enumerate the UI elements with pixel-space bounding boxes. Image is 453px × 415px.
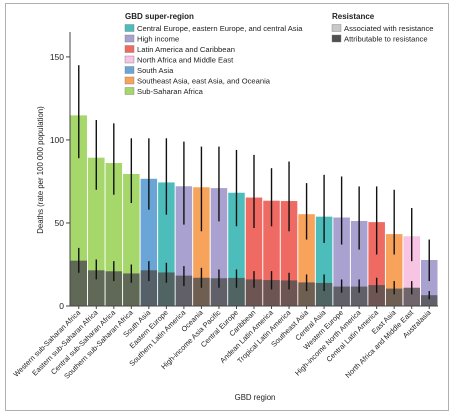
y-tick-label-4: 150 <box>50 52 64 62</box>
bar-associated-13 <box>280 201 298 306</box>
legend-label-super-region-1: Central Europe, eastern Europe, and cent… <box>137 24 303 33</box>
bar-associated-3 <box>105 163 123 306</box>
legend-swatch-super-region-5 <box>124 66 135 74</box>
legend-label-super-region-7: Sub-Saharan Africa <box>137 87 204 96</box>
bar-attributable-1 <box>70 260 88 306</box>
x-axis-title: GBD region <box>235 393 276 402</box>
error-bars-layer <box>78 65 430 300</box>
bar-associated-11 <box>245 197 263 306</box>
legend-label-super-region-5: South Asia <box>137 66 174 75</box>
legend-label-super-region-3: Latin America and Caribbean <box>137 45 235 54</box>
y-tick-label-3: 100 <box>50 135 64 145</box>
deaths-bar-chart: 0 50 100 150 Western sub-Saharan AfricaEast… <box>11 12 438 402</box>
bar-associated-21 <box>420 260 438 306</box>
bar-associated-19 <box>385 234 403 306</box>
bar-attributable-5 <box>140 270 158 306</box>
bar-attributable-18 <box>368 285 385 306</box>
legend-swatch-super-region-4 <box>124 55 135 64</box>
legend-resistance-title: Resistance <box>332 12 375 21</box>
y-ticks-layer: 0 50 100 150 <box>50 52 70 311</box>
bar-associated-16 <box>333 217 350 306</box>
chart-frame: 0 50 100 150 Western sub-Saharan Africa East… <box>5 3 449 411</box>
legend-swatch-super-region-2 <box>124 34 135 43</box>
legend-super-region-title: GBD super-region <box>125 12 194 21</box>
bar-attributable-12 <box>263 280 280 306</box>
bar-attributable-6 <box>158 272 175 306</box>
bar-attributable-4 <box>123 273 140 306</box>
bar-associated-10 <box>228 192 245 306</box>
legend-swatch-resistance-2 <box>331 34 342 43</box>
bar-attributable-20 <box>403 287 420 306</box>
bar-attributable-21 <box>420 295 438 306</box>
bar-attributable-8 <box>193 277 210 306</box>
legend-label-super-region-4: North Africa and Middle East <box>137 55 234 64</box>
bar-associated-17 <box>350 220 368 306</box>
y-tick-label-2: 50 <box>55 218 65 228</box>
legend-swatch-super-region-7 <box>124 87 135 95</box>
legend-swatch-super-region-6 <box>124 76 135 85</box>
bar-associated-12 <box>263 200 280 306</box>
bar-attributable-13 <box>280 280 298 306</box>
legend-swatch-super-region-1 <box>124 24 135 32</box>
y-tick-label-1: 0 <box>59 301 64 311</box>
legend-items-layer: Central Europe, eastern Europe, and cent… <box>124 24 433 96</box>
legend: GBD super-region Resistance Central Euro… <box>124 12 433 96</box>
bar-attributable-14 <box>298 282 315 306</box>
legend-label-resistance-1: Associated with resistance <box>344 24 433 33</box>
bar-associated-18 <box>368 222 385 306</box>
legend-label-resistance-2: Attributable to resistance <box>344 34 428 43</box>
y-axis-title: Deaths (rate per 100 000 population) <box>36 106 45 234</box>
bar-associated-2 <box>88 157 105 306</box>
legend-swatch-resistance-1 <box>331 24 342 32</box>
legend-label-super-region-6: Southeast Asia, east Asia, and Oceania <box>137 76 271 85</box>
legend-swatch-super-region-3 <box>124 45 135 53</box>
bar-attributable-7 <box>175 275 193 306</box>
bar-attributable-3 <box>105 271 123 306</box>
bar-attributable-11 <box>245 279 263 306</box>
bar-associated-8 <box>193 187 210 306</box>
bar-attributable-19 <box>385 288 403 306</box>
bar-attributable-10 <box>228 277 245 306</box>
bar-associated-1 <box>70 115 88 306</box>
bar-attributable-15 <box>315 282 333 306</box>
bar-attributable-16 <box>333 286 350 306</box>
bars-layer <box>70 115 438 306</box>
bar-attributable-17 <box>350 286 368 306</box>
bar-associated-9 <box>210 188 228 306</box>
bar-attributable-9 <box>210 278 228 306</box>
bar-attributable-2 <box>88 270 105 306</box>
bar-associated-4 <box>123 173 140 306</box>
legend-label-super-region-2: High income <box>137 34 179 43</box>
